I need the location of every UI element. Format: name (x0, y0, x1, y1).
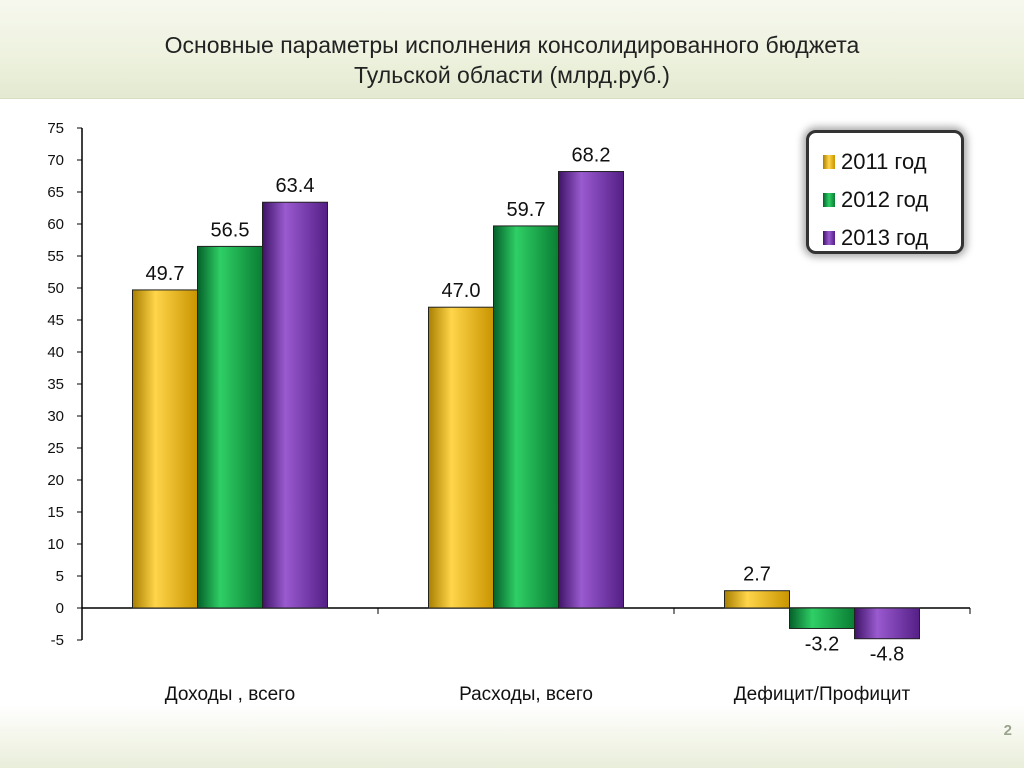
chart-legend: 2011 год 2012 год 2013 год (806, 130, 964, 254)
legend-swatch-2011 (823, 155, 835, 169)
y-tick-label: 5 (56, 568, 64, 585)
bar-2012-1 (493, 225, 559, 609)
bar-2011-1 (428, 306, 494, 609)
data-label: 59.7 (507, 199, 546, 221)
bar-2011-2 (724, 590, 790, 609)
legend-item-2013: 2013 год (823, 219, 961, 257)
data-label: 56.5 (211, 219, 250, 241)
bar-2013-1 (558, 171, 624, 609)
y-tick-label: 20 (47, 472, 64, 489)
bar-2013-2 (854, 607, 920, 640)
y-tick-label: 45 (47, 312, 64, 329)
y-tick-label: 65 (47, 184, 64, 201)
bar-2013-0 (262, 201, 328, 609)
legend-label-2012: 2012 год (841, 187, 929, 212)
y-tick-label: 50 (47, 280, 64, 297)
y-tick-label: 0 (56, 600, 64, 617)
legend-swatch-2012 (823, 193, 835, 207)
y-tick-label: 70 (47, 152, 64, 169)
y-tick-label: 25 (47, 440, 64, 457)
y-tick-label: 10 (47, 536, 64, 553)
y-tick-label: 15 (47, 504, 64, 521)
data-label: -4.8 (870, 644, 904, 666)
legend-item-2011: 2011 год (823, 143, 961, 181)
y-tick-label: 40 (47, 344, 64, 361)
data-label: 47.0 (442, 280, 481, 302)
y-tick-label: -5 (51, 632, 64, 649)
legend-swatch-2013 (823, 231, 835, 245)
x-category-label: Расходы, всего (459, 684, 593, 705)
legend-label-2013: 2013 год (841, 225, 929, 250)
y-tick-label: 75 (47, 120, 64, 137)
y-tick-label: 55 (47, 248, 64, 265)
title-line-1: Основные параметры исполнения консолидир… (164, 32, 860, 58)
y-tick-label: 35 (47, 376, 64, 393)
x-category-label: Доходы , всего (165, 684, 295, 705)
chart-title: Основные параметры исполнения консолидир… (0, 30, 1024, 90)
legend-item-2012: 2012 год (823, 181, 961, 219)
y-tick-label: 60 (47, 216, 64, 233)
page-number: 2 (1003, 722, 1012, 739)
y-tick-label: 30 (47, 408, 64, 425)
slide-footer (0, 705, 1024, 768)
legend-label-2011: 2011 год (841, 149, 927, 174)
data-label: 68.2 (572, 145, 611, 167)
x-category-label: Дефицит/Профицит (734, 684, 911, 705)
slide-header (0, 0, 1024, 99)
bar-2012-2 (789, 607, 855, 629)
data-label: 63.4 (276, 175, 315, 197)
bar-2011-0 (132, 289, 198, 609)
data-label: 49.7 (146, 263, 185, 285)
data-label: 2.7 (743, 564, 771, 586)
data-label: -3.2 (805, 633, 839, 655)
title-line-2: Тульской области (млрд.руб.) (354, 62, 670, 88)
bar-2012-0 (197, 245, 263, 609)
